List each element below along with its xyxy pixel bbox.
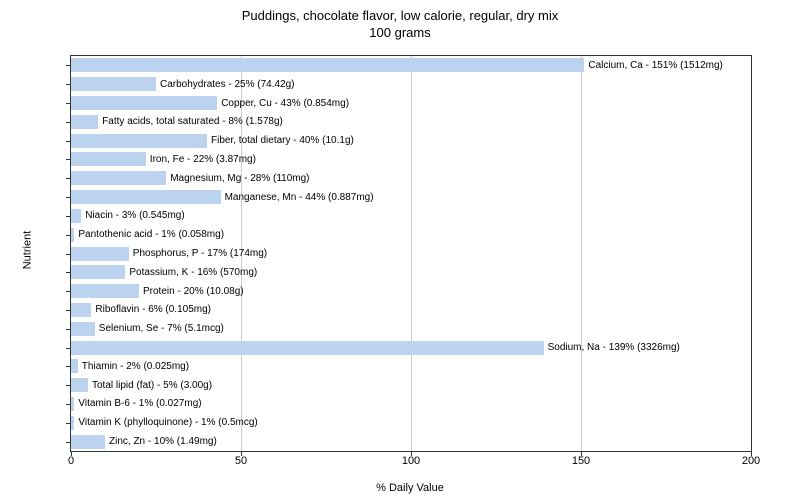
bar-row: Phosphorus, P - 17% (174mg)	[71, 246, 751, 262]
ytick-mark	[66, 291, 71, 292]
ytick-mark	[66, 272, 71, 273]
ytick-mark	[66, 84, 71, 85]
bar-label: Thiamin - 2% (0.025mg)	[78, 358, 189, 374]
nutrient-bar	[71, 284, 139, 298]
bar-label: Potassium, K - 16% (570mg)	[125, 264, 257, 280]
ytick-mark	[66, 141, 71, 142]
title-line2: 100 grams	[369, 25, 430, 40]
bar-row: Thiamin - 2% (0.025mg)	[71, 358, 751, 374]
bar-label: Niacin - 3% (0.545mg)	[81, 208, 184, 224]
bar-row: Vitamin B-6 - 1% (0.027mg)	[71, 396, 751, 412]
y-axis-label: Nutrient	[21, 231, 33, 270]
bar-row: Copper, Cu - 43% (0.854mg)	[71, 95, 751, 111]
xtick-label: 50	[235, 451, 247, 467]
bar-row: Sodium, Na - 139% (3326mg)	[71, 340, 751, 356]
bar-label: Phosphorus, P - 17% (174mg)	[129, 246, 267, 262]
x-axis-label: % Daily Value	[70, 482, 750, 494]
ytick-mark	[66, 366, 71, 367]
bar-label: Copper, Cu - 43% (0.854mg)	[217, 95, 349, 111]
nutrient-bar	[71, 247, 129, 261]
nutrient-bar	[71, 58, 584, 72]
bar-row: Selenium, Se - 7% (5.1mcg)	[71, 321, 751, 337]
bar-label: Carbohydrates - 25% (74.42g)	[156, 76, 295, 92]
ytick-mark	[66, 65, 71, 66]
bar-row: Vitamin K (phylloquinone) - 1% (0.5mcg)	[71, 415, 751, 431]
nutrient-bar	[71, 190, 221, 204]
bar-label: Zinc, Zn - 10% (1.49mg)	[105, 434, 217, 450]
nutrient-bar	[71, 152, 146, 166]
ytick-mark	[66, 254, 71, 255]
bar-label: Vitamin B-6 - 1% (0.027mg)	[74, 396, 201, 412]
nutrient-bar	[71, 359, 78, 373]
ytick-mark	[66, 423, 71, 424]
bar-row: Calcium, Ca - 151% (1512mg)	[71, 57, 751, 73]
bar-row: Protein - 20% (10.08g)	[71, 283, 751, 299]
bar-row: Potassium, K - 16% (570mg)	[71, 264, 751, 280]
bar-label: Vitamin K (phylloquinone) - 1% (0.5mcg)	[74, 415, 257, 431]
ytick-mark	[66, 310, 71, 311]
bar-row: Iron, Fe - 22% (3.87mg)	[71, 151, 751, 167]
bar-label: Fatty acids, total saturated - 8% (1.578…	[98, 114, 283, 130]
nutrient-bar	[71, 171, 166, 185]
bar-row: Carbohydrates - 25% (74.42g)	[71, 76, 751, 92]
bar-label: Manganese, Mn - 44% (0.887mg)	[221, 189, 374, 205]
nutrient-bar	[71, 435, 105, 449]
ytick-mark	[66, 197, 71, 198]
nutrient-bar	[71, 322, 95, 336]
nutrient-bar	[71, 134, 207, 148]
bar-label: Sodium, Na - 139% (3326mg)	[544, 340, 680, 356]
bar-row: Fiber, total dietary - 40% (10.1g)	[71, 133, 751, 149]
nutrient-bar	[71, 209, 81, 223]
bar-label: Protein - 20% (10.08g)	[139, 283, 244, 299]
ytick-mark	[66, 103, 71, 104]
ytick-mark	[66, 159, 71, 160]
bar-label: Total lipid (fat) - 5% (3.00g)	[88, 377, 212, 393]
ytick-mark	[66, 235, 71, 236]
nutrient-bar	[71, 378, 88, 392]
bar-row: Pantothenic acid - 1% (0.058mg)	[71, 227, 751, 243]
bar-row: Magnesium, Mg - 28% (110mg)	[71, 170, 751, 186]
nutrient-bar	[71, 96, 217, 110]
ytick-mark	[66, 216, 71, 217]
xtick-label: 200	[742, 451, 760, 467]
ytick-mark	[66, 442, 71, 443]
bar-row: Fatty acids, total saturated - 8% (1.578…	[71, 114, 751, 130]
xtick-label: 0	[68, 451, 74, 467]
nutrient-bar	[71, 303, 91, 317]
bar-label: Pantothenic acid - 1% (0.058mg)	[74, 227, 224, 243]
bar-label: Magnesium, Mg - 28% (110mg)	[166, 170, 309, 186]
plot-area: 050100150200Calcium, Ca - 151% (1512mg)C…	[70, 55, 752, 452]
bar-label: Calcium, Ca - 151% (1512mg)	[584, 57, 723, 73]
chart-title: Puddings, chocolate flavor, low calorie,…	[0, 0, 800, 42]
bar-row: Niacin - 3% (0.545mg)	[71, 208, 751, 224]
bar-label: Selenium, Se - 7% (5.1mcg)	[95, 321, 224, 337]
bar-label: Riboflavin - 6% (0.105mg)	[91, 302, 211, 318]
bar-label: Iron, Fe - 22% (3.87mg)	[146, 151, 256, 167]
xtick-label: 100	[402, 451, 420, 467]
ytick-mark	[66, 404, 71, 405]
nutrient-chart: Puddings, chocolate flavor, low calorie,…	[0, 0, 800, 500]
ytick-mark	[66, 348, 71, 349]
bar-row: Zinc, Zn - 10% (1.49mg)	[71, 434, 751, 450]
nutrient-bar	[71, 77, 156, 91]
bar-row: Manganese, Mn - 44% (0.887mg)	[71, 189, 751, 205]
nutrient-bar	[71, 341, 544, 355]
ytick-mark	[66, 178, 71, 179]
bar-row: Total lipid (fat) - 5% (3.00g)	[71, 377, 751, 393]
xtick-label: 150	[572, 451, 590, 467]
ytick-mark	[66, 122, 71, 123]
ytick-mark	[66, 385, 71, 386]
nutrient-bar	[71, 265, 125, 279]
ytick-mark	[66, 329, 71, 330]
bar-label: Fiber, total dietary - 40% (10.1g)	[207, 133, 354, 149]
nutrient-bar	[71, 115, 98, 129]
title-line1: Puddings, chocolate flavor, low calorie,…	[242, 8, 559, 23]
bar-row: Riboflavin - 6% (0.105mg)	[71, 302, 751, 318]
